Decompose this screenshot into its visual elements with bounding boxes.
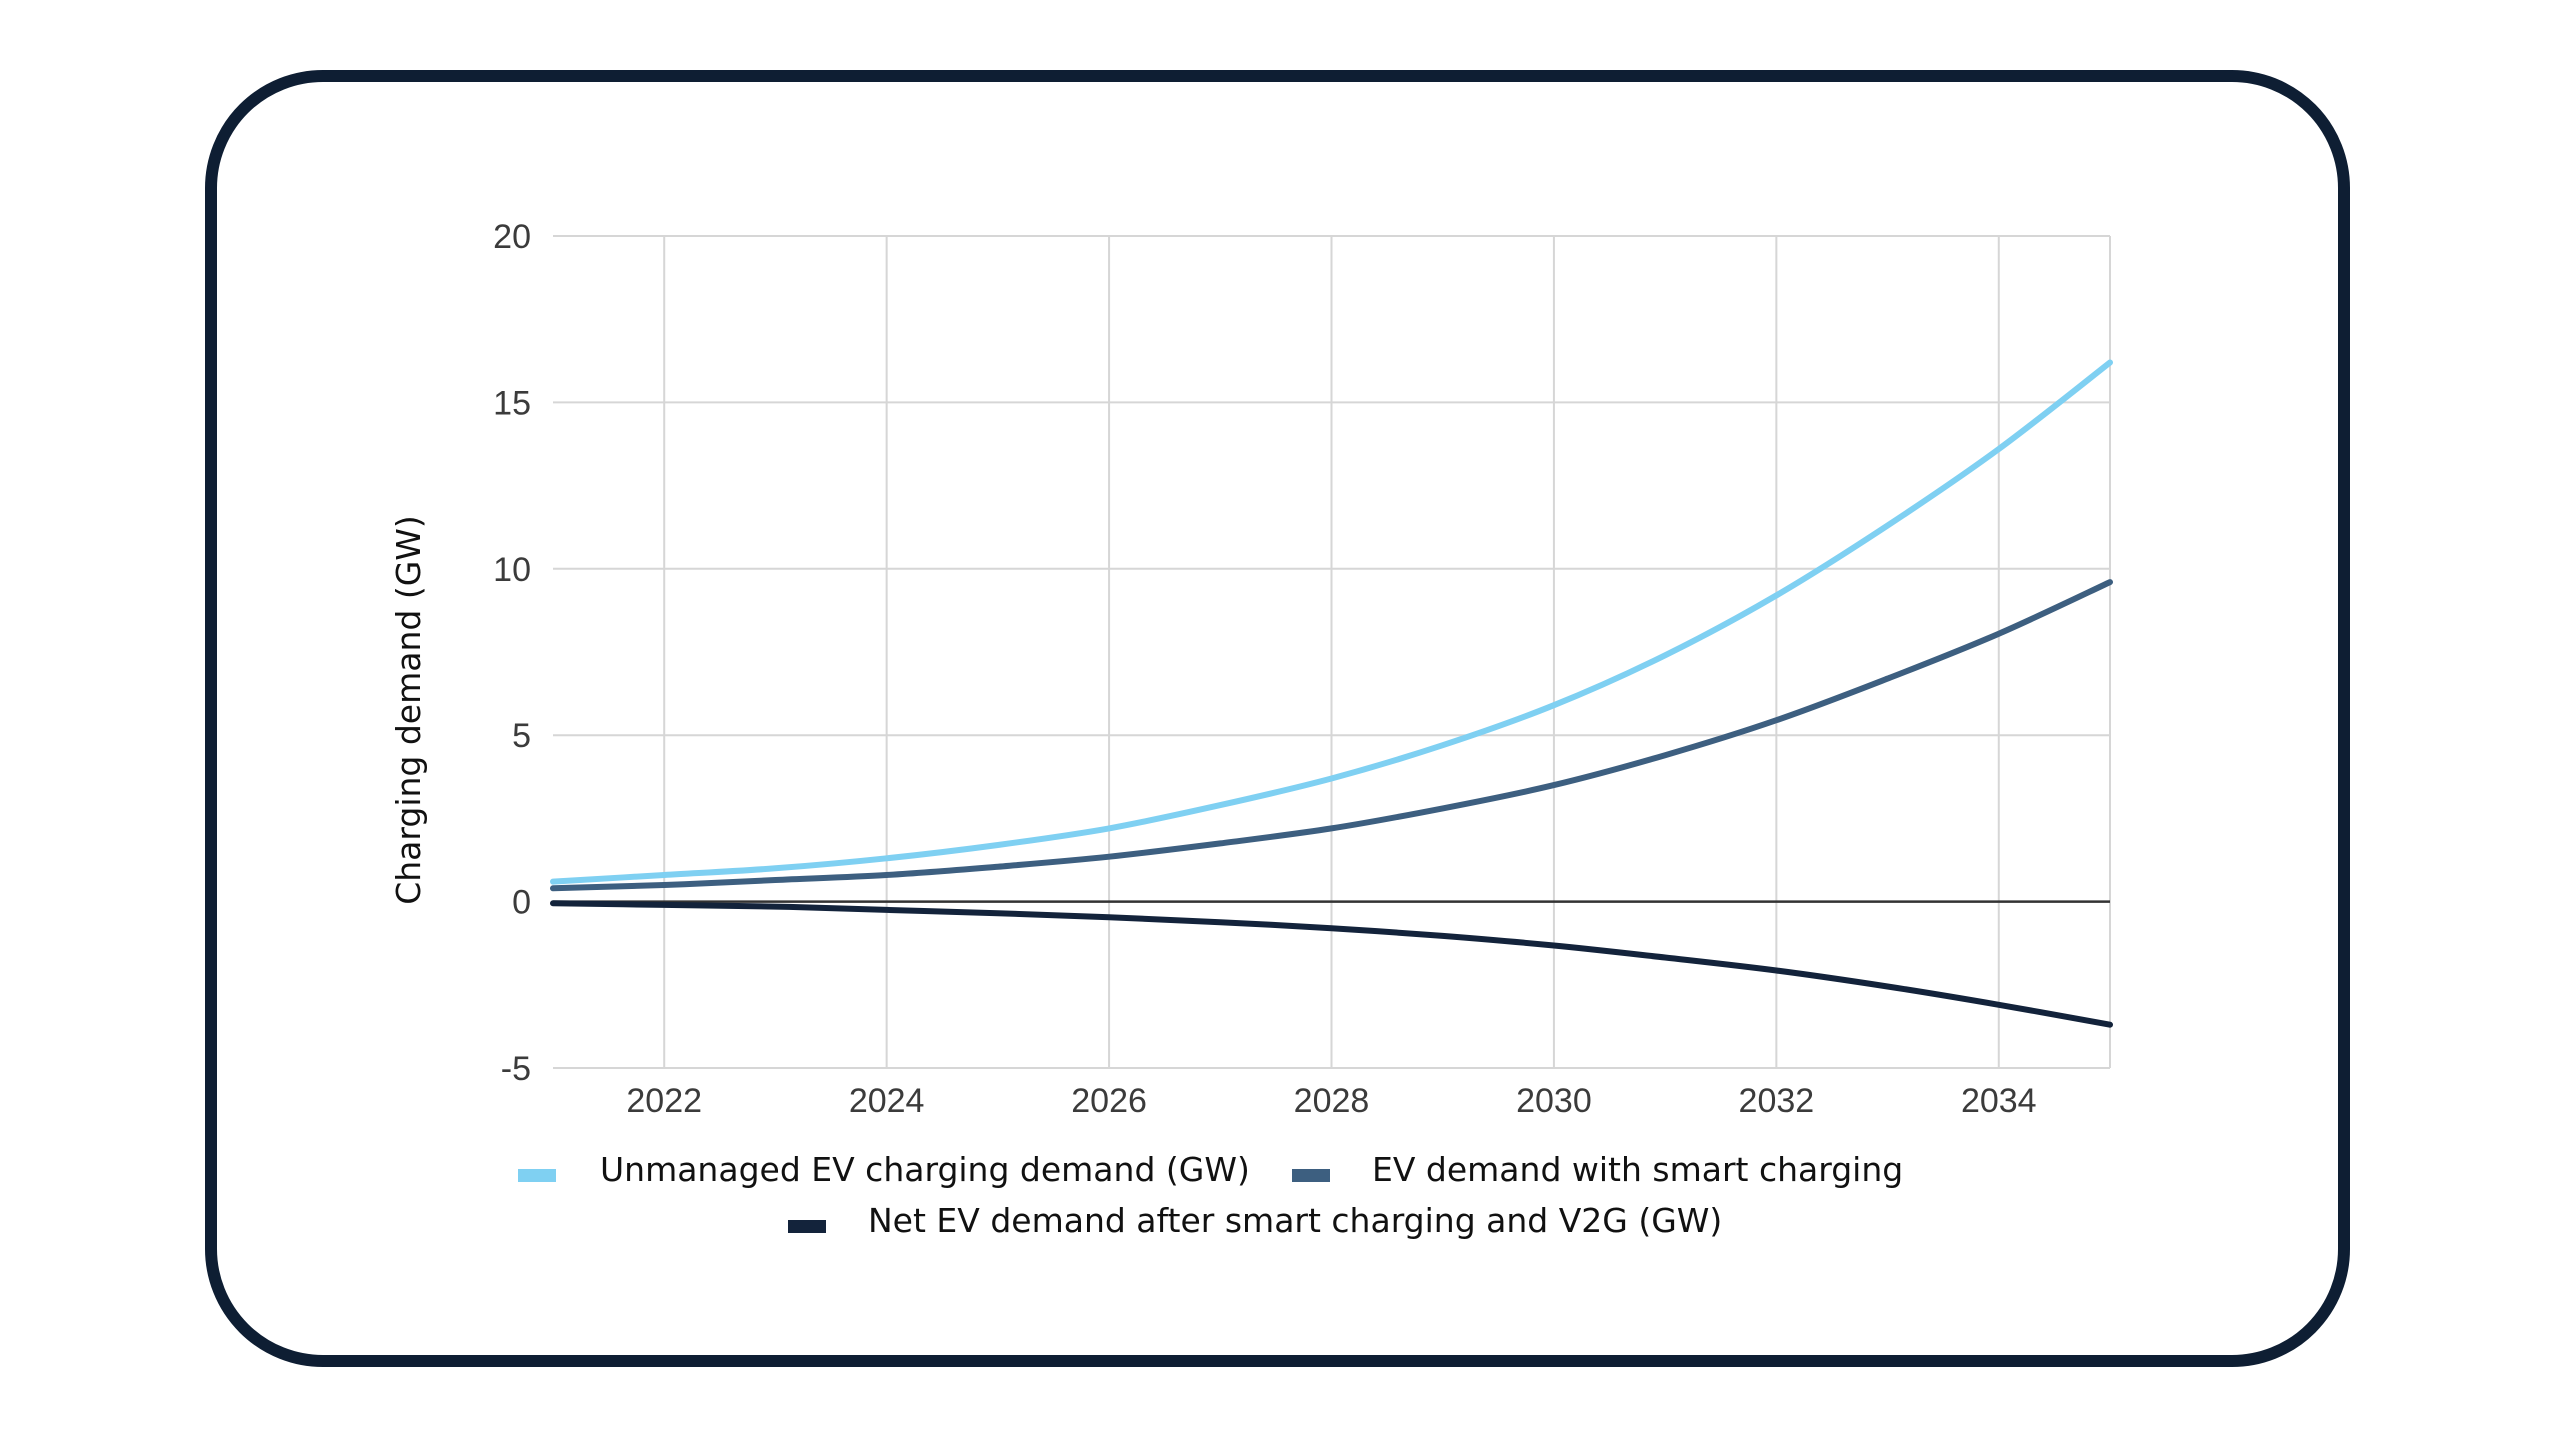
legend-label: EV demand with smart charging <box>1372 1150 1903 1189</box>
x-tick-label: 2022 <box>626 1082 702 1120</box>
series-unmanaged-line <box>550 359 2113 885</box>
x-axis-ticks: 2022 2024 2026 2028 2030 2032 2034 <box>626 1082 2036 1120</box>
legend: Unmanaged EV charging demand (GW) EV dema… <box>518 1150 1903 1240</box>
series-net-v2g-line <box>550 900 2113 1028</box>
x-tick-label: 2030 <box>1516 1082 1592 1120</box>
y-tick-label: 20 <box>493 218 531 256</box>
x-tick-label: 2026 <box>1071 1082 1147 1120</box>
legend-label: Net EV demand after smart charging and V… <box>868 1201 1722 1240</box>
y-axis-title: Charging demand (GW) <box>389 515 428 905</box>
chart-frame <box>205 70 2350 1367</box>
x-tick-label: 2028 <box>1294 1082 1370 1120</box>
series-lines <box>550 359 2113 1028</box>
legend-swatch <box>518 1169 556 1182</box>
y-tick-label: 0 <box>512 884 531 922</box>
legend-swatch <box>788 1220 826 1233</box>
x-tick-label: 2034 <box>1961 1082 2037 1120</box>
y-tick-label: -5 <box>501 1050 531 1088</box>
series-smart-charging-line <box>550 579 2113 892</box>
y-tick-label: 5 <box>512 717 531 755</box>
y-tick-label: 15 <box>493 384 531 422</box>
y-axis-ticks: -5 0 5 10 15 20 <box>493 218 531 1088</box>
grid <box>553 235 2111 1069</box>
x-tick-label: 2024 <box>849 1082 925 1120</box>
y-tick-label: 10 <box>493 551 531 589</box>
legend-label: Unmanaged EV charging demand (GW) <box>600 1150 1250 1189</box>
legend-swatch <box>1292 1169 1330 1182</box>
x-tick-label: 2032 <box>1739 1082 1815 1120</box>
